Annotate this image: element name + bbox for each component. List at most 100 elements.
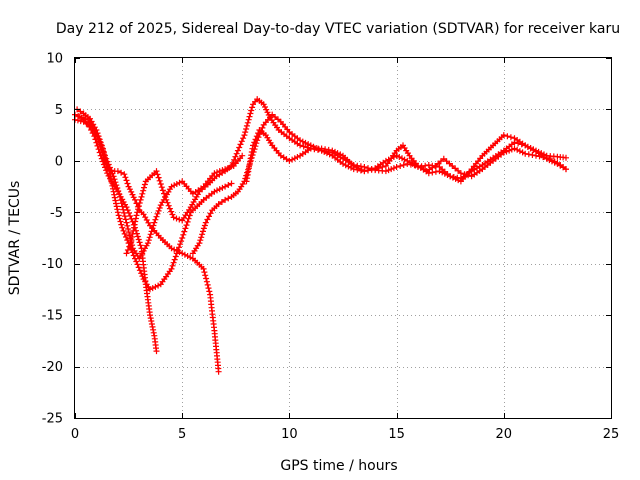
data-point bbox=[130, 227, 137, 234]
data-point bbox=[393, 164, 400, 170]
data-point bbox=[185, 215, 192, 222]
data-point bbox=[197, 237, 204, 244]
data-point bbox=[203, 275, 210, 282]
data-point bbox=[200, 225, 207, 232]
data-point bbox=[252, 136, 259, 143]
data-point bbox=[200, 265, 207, 272]
y-tick-label: 5 bbox=[55, 103, 63, 118]
data-point bbox=[135, 264, 142, 271]
data-point bbox=[180, 231, 187, 238]
x-tick-label: 15 bbox=[388, 427, 405, 442]
data-point bbox=[260, 101, 267, 108]
gridlines bbox=[75, 58, 611, 418]
data-point bbox=[117, 218, 124, 225]
data-point bbox=[96, 138, 103, 145]
data-point bbox=[141, 184, 147, 191]
data-point bbox=[126, 186, 133, 193]
data-point bbox=[508, 146, 515, 153]
data-point bbox=[533, 152, 539, 159]
data-point bbox=[162, 193, 168, 200]
data-point bbox=[161, 190, 167, 197]
data-point bbox=[155, 174, 162, 181]
data-point bbox=[139, 273, 146, 280]
data-point bbox=[500, 149, 507, 156]
data-point bbox=[232, 153, 239, 160]
data-point bbox=[518, 141, 525, 148]
data-point bbox=[144, 240, 151, 247]
data-point bbox=[543, 154, 550, 161]
data-point bbox=[136, 239, 143, 246]
data-point bbox=[247, 110, 254, 117]
data-point bbox=[102, 152, 108, 159]
data-point bbox=[375, 165, 382, 172]
data-point bbox=[76, 113, 83, 120]
data-point bbox=[124, 180, 131, 187]
series-track-5 bbox=[123, 96, 569, 257]
data-point bbox=[147, 231, 154, 238]
data-point bbox=[511, 145, 518, 152]
data-point bbox=[246, 113, 253, 120]
data-point bbox=[444, 172, 451, 178]
data-point bbox=[231, 156, 238, 163]
data-point bbox=[112, 179, 119, 186]
data-point bbox=[179, 235, 186, 241]
data-point bbox=[115, 212, 122, 219]
data-point bbox=[425, 162, 432, 168]
data-point bbox=[299, 138, 306, 145]
data-point bbox=[207, 210, 214, 217]
data-point bbox=[176, 216, 183, 223]
series-track-1 bbox=[72, 111, 160, 355]
data-point bbox=[234, 147, 241, 154]
data-point bbox=[169, 211, 176, 218]
data-point bbox=[123, 250, 130, 257]
data-point bbox=[74, 117, 81, 124]
data-point bbox=[216, 186, 223, 193]
data-point bbox=[97, 141, 104, 148]
data-point bbox=[504, 133, 511, 140]
data-point bbox=[114, 209, 121, 216]
data-point bbox=[125, 229, 132, 236]
data-point bbox=[184, 218, 191, 225]
data-point bbox=[133, 258, 140, 265]
data-point bbox=[465, 172, 472, 179]
data-point bbox=[503, 148, 510, 155]
data-point bbox=[170, 259, 177, 266]
data-point bbox=[123, 219, 130, 226]
data-point bbox=[204, 281, 211, 288]
data-point bbox=[249, 104, 256, 111]
data-point bbox=[218, 199, 225, 205]
data-point bbox=[151, 219, 158, 226]
data-point bbox=[436, 168, 443, 175]
data-point bbox=[536, 153, 543, 160]
data-point bbox=[145, 237, 152, 244]
data-point bbox=[82, 115, 88, 122]
data-point bbox=[516, 148, 523, 155]
data-point bbox=[322, 146, 329, 153]
data-point bbox=[238, 138, 245, 145]
y-tick-label: -5 bbox=[50, 206, 63, 221]
data-point bbox=[118, 221, 125, 228]
data-point bbox=[123, 234, 129, 240]
data-point bbox=[103, 155, 110, 162]
data-point bbox=[155, 207, 162, 214]
data-point bbox=[187, 254, 194, 261]
data-point bbox=[178, 238, 185, 245]
data-point bbox=[250, 142, 256, 149]
data-point bbox=[166, 205, 173, 212]
data-point bbox=[457, 170, 464, 177]
y-tick-label: -20 bbox=[42, 360, 63, 375]
data-point bbox=[168, 245, 175, 252]
data-point bbox=[121, 171, 128, 178]
data-point bbox=[304, 144, 311, 151]
data-point bbox=[379, 164, 386, 170]
data-point bbox=[154, 210, 161, 217]
data-point bbox=[183, 222, 190, 229]
data-point bbox=[432, 168, 439, 175]
data-point bbox=[109, 170, 116, 177]
data-point bbox=[200, 228, 206, 235]
data-point bbox=[519, 149, 526, 156]
series-track-4 bbox=[76, 113, 246, 262]
data-point bbox=[134, 209, 141, 216]
data-point bbox=[563, 154, 569, 161]
data-point bbox=[118, 200, 125, 207]
